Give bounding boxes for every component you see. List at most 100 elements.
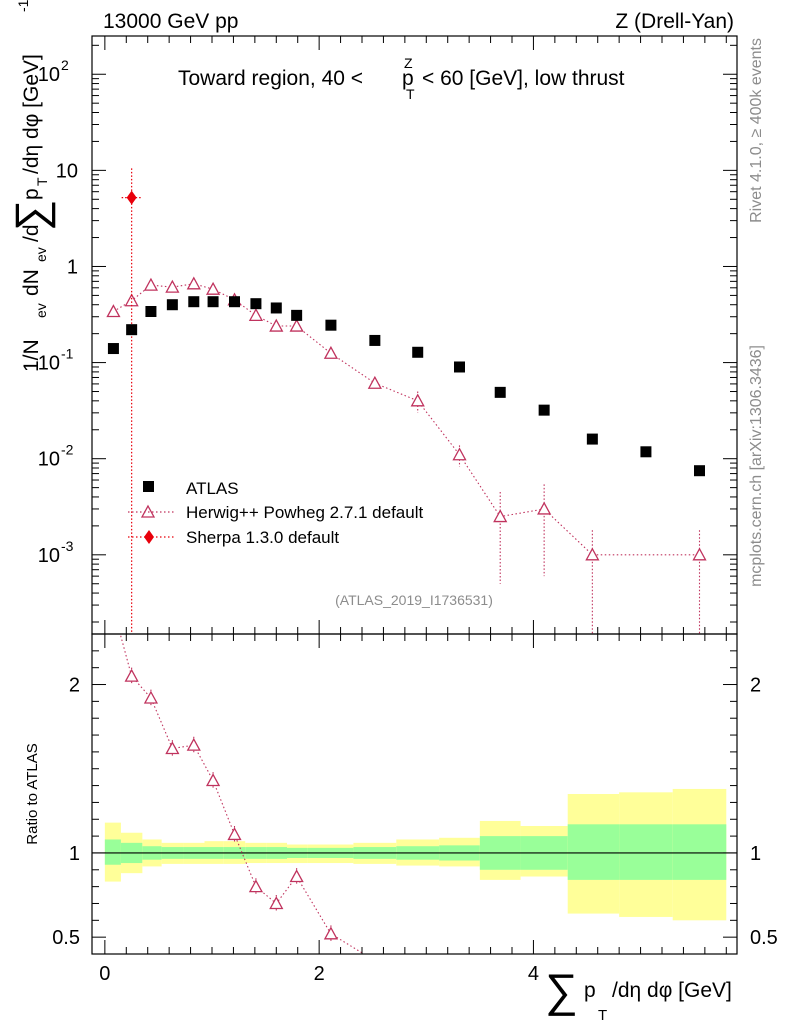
main-y-tick-exponent: -2 xyxy=(61,442,74,458)
main-y-tick-base: 10 xyxy=(38,353,60,375)
ratio-y-axis: 0.5 0.5 1 1 2 2 xyxy=(52,650,778,949)
ratio-inner-band xyxy=(672,824,727,880)
y-axis-label-prefix: 1/N xyxy=(20,339,43,372)
y-axis-label-mid: dN xyxy=(20,269,43,296)
atlas-point xyxy=(694,465,705,477)
chart-title-sub-t: T xyxy=(406,86,415,102)
main-y-tick-label: 1 xyxy=(67,256,78,278)
legend-atlas-marker xyxy=(143,481,154,492)
chart-title-part2: < 60 [GeV], low thrust xyxy=(422,67,625,90)
main-y-tick-label: 10 xyxy=(56,160,78,182)
herwig-point xyxy=(269,318,284,332)
ratio-x-tick-label: 2 xyxy=(314,963,325,985)
atlas-point xyxy=(454,361,465,373)
atlas-point xyxy=(412,346,424,358)
atlas-point xyxy=(188,296,200,308)
herwig-ratio-point xyxy=(227,827,242,841)
rivet-version-label: Rivet 4.1.0, ≥ 400k events xyxy=(748,38,765,223)
herwig-point xyxy=(124,293,139,307)
y-axis-label-sub1: ev xyxy=(33,303,49,318)
mcplots-label: mcplots.cern.ch [arXiv:1306.3436] xyxy=(748,345,765,587)
y-axis-label-d: /d xyxy=(20,224,43,242)
herwig-point xyxy=(186,276,201,290)
ratio-panel: 0.5 0.5 1 1 2 2 0 2 4 Ratio to ATLAS xyxy=(24,633,778,985)
ratio-inner-band xyxy=(567,824,620,880)
chart-title-p: p xyxy=(402,67,414,90)
analysis-id-label: (ATLAS_2019_I1736531) xyxy=(335,592,493,608)
herwig-point xyxy=(367,375,382,389)
legend-atlas-label: ATLAS xyxy=(186,479,239,498)
chart-title-part1: Toward region, 40 < xyxy=(178,67,363,90)
header-process-label: Z (Drell-Yan) xyxy=(615,10,734,33)
atlas-point xyxy=(270,302,282,314)
main-y-tick-label: 10 -1 xyxy=(38,346,74,375)
ratio-y-tick-label-right: 0.5 xyxy=(750,927,778,949)
legend-sherpa-marker xyxy=(144,530,154,544)
herwig-point xyxy=(452,447,467,461)
atlas-point xyxy=(229,296,240,308)
ratio-y-tick-label: 2 xyxy=(69,675,80,697)
herwig-ratio-point xyxy=(143,690,159,704)
atlas-point xyxy=(538,404,550,416)
ratio-series xyxy=(119,634,365,954)
ratio-x-axis: 0 2 4 xyxy=(99,634,727,985)
ratio-x-tick-label: 4 xyxy=(528,963,539,985)
atlas-point xyxy=(166,299,178,311)
x-axis-label-sigma: ∑ xyxy=(545,964,578,1016)
herwig-ratio-point xyxy=(289,869,304,883)
main-y-tick-base: 1 xyxy=(67,256,78,278)
ratio-y-tick-label-right: 2 xyxy=(750,675,761,697)
x-axis-label-rest: /dη dφ [GeV] xyxy=(612,979,732,1002)
herwig-point xyxy=(143,277,159,291)
main-y-tick-base: 10 xyxy=(38,449,60,471)
header-energy-label: 13000 GeV pp xyxy=(103,10,238,33)
herwig-point xyxy=(106,304,121,318)
herwig-point xyxy=(248,308,264,322)
atlas-point xyxy=(126,324,138,336)
main-y-tick-label: 10 2 xyxy=(38,57,69,86)
herwig-ratio-point xyxy=(205,773,221,787)
legend: ATLAS Herwig++ Powheg 2.7.1 default Sher… xyxy=(128,479,423,547)
herwig-ratio-point xyxy=(269,896,284,910)
main-y-tick-base: 10 xyxy=(56,160,78,182)
y-axis-label-sub2: ev xyxy=(33,247,49,262)
ratio-plot-frame xyxy=(91,633,738,955)
herwig-ratio-point xyxy=(124,668,139,682)
herwig-ratio-point xyxy=(248,879,264,893)
main-y-tick-exponent: -1 xyxy=(61,346,74,362)
herwig-point xyxy=(692,547,707,561)
ratio-y-axis-label: Ratio to ATLAS xyxy=(24,743,41,844)
atlas-point xyxy=(325,319,337,331)
herwig-ratio-point xyxy=(165,741,180,755)
atlas-point xyxy=(207,296,219,308)
y-axis-label-sigma: ∑ xyxy=(7,200,56,231)
main-y-tick-base: 10 xyxy=(38,545,60,567)
atlas-point xyxy=(107,343,119,355)
legend-sherpa-label: Sherpa 1.3.0 default xyxy=(186,528,339,547)
main-y-tick-exponent: 2 xyxy=(61,57,69,73)
herwig-point xyxy=(410,393,425,407)
atlas-point xyxy=(145,306,157,318)
ratio-inner-band xyxy=(619,824,673,880)
herwig-point xyxy=(165,279,180,293)
ratio-y-tick-label: 1 xyxy=(69,843,80,865)
y-axis-label-p: p xyxy=(20,188,43,200)
legend-herwig-label: Herwig++ Powheg 2.7.1 default xyxy=(186,503,423,522)
atlas-point xyxy=(586,433,598,445)
main-series xyxy=(106,168,707,634)
herwig-point xyxy=(493,509,508,523)
y-axis-label-rest: /dη dφ [GeV] xyxy=(20,54,43,174)
herwig-point xyxy=(289,318,304,332)
atlas-point xyxy=(640,446,652,458)
ratio-clipped-group xyxy=(119,634,365,954)
main-y-tick-base: 10 xyxy=(38,64,60,86)
ratio-y-tick-label: 0.5 xyxy=(52,927,80,949)
legend-herwig-marker xyxy=(140,504,156,518)
x-axis-label-p: p xyxy=(584,979,596,1002)
herwig-ratio-point xyxy=(186,737,201,751)
main-x-ticks xyxy=(104,36,727,634)
y-axis-label-subt: T xyxy=(34,177,50,186)
atlas-point xyxy=(494,386,506,398)
